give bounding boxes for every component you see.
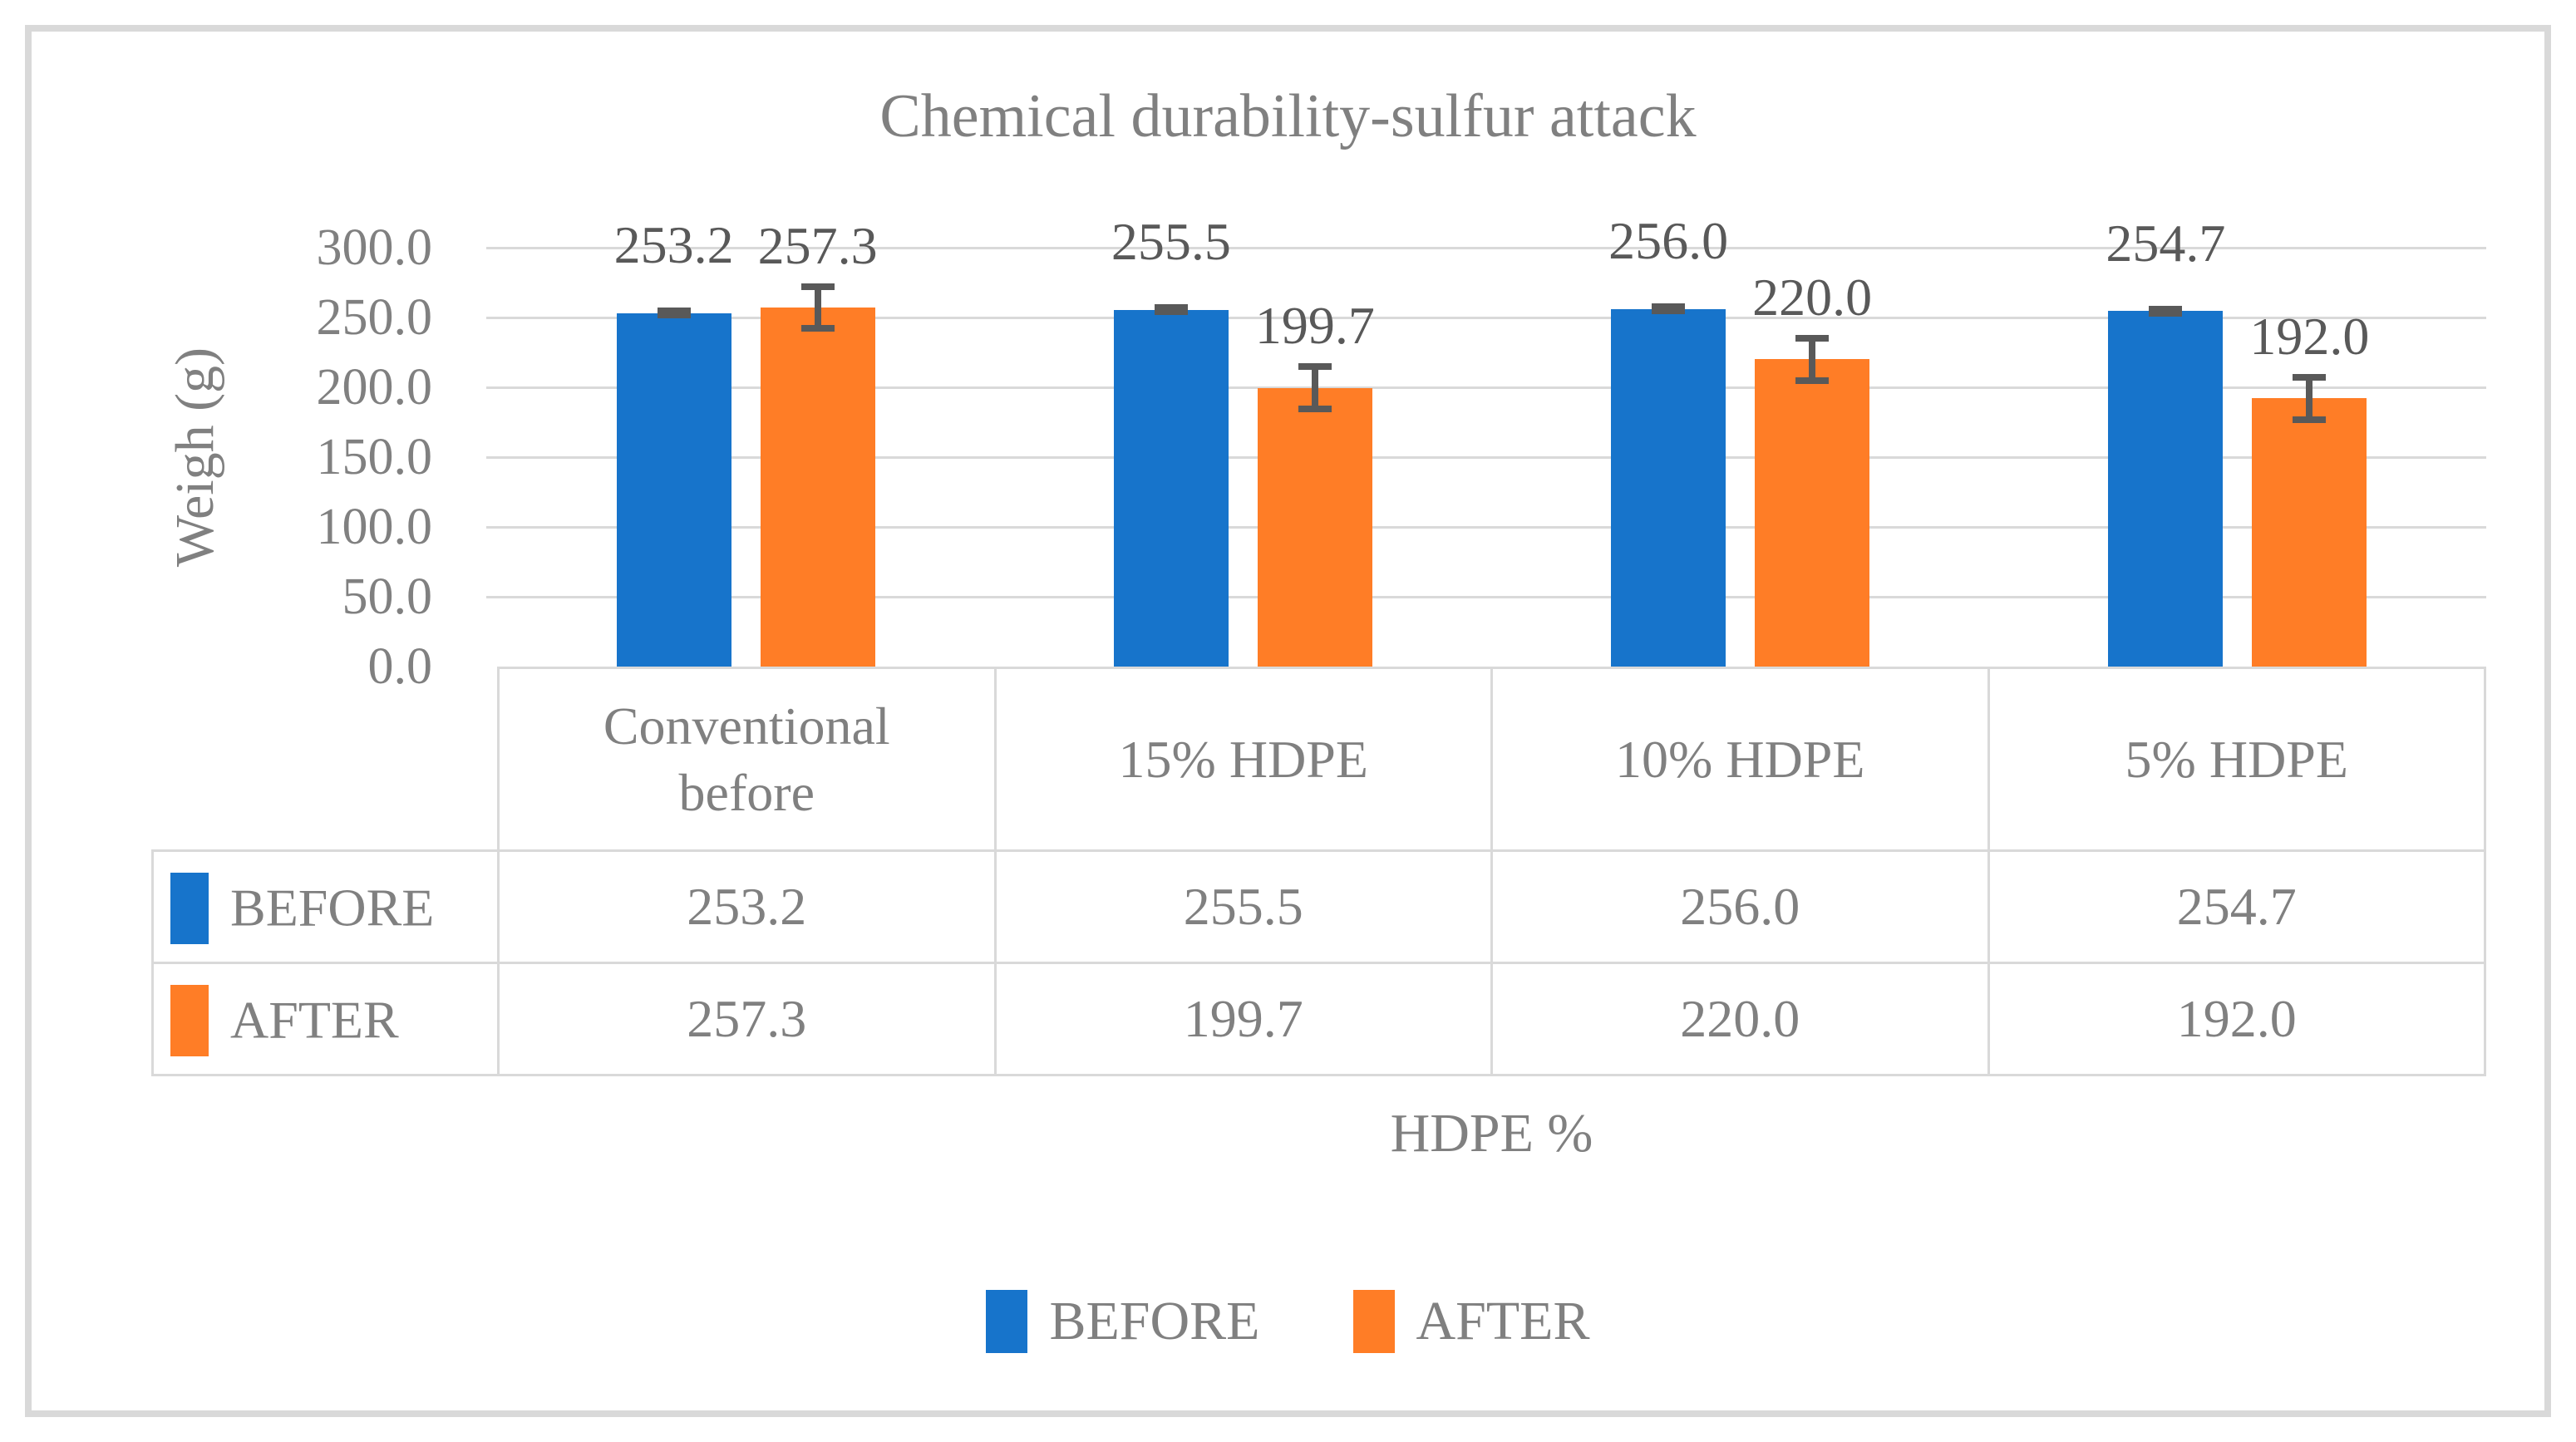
table-value-cell: 254.7 (1987, 849, 2486, 964)
y-tick-label: 50.0 (342, 568, 433, 625)
series-key-after-icon (170, 984, 209, 1056)
bar-after (2252, 398, 2367, 667)
data-label: 256.0 (1608, 211, 1729, 271)
table-value-cell: 199.7 (993, 962, 1493, 1076)
error-bar-cap (657, 308, 691, 315)
data-label: 255.5 (1111, 212, 1231, 272)
error-bar-line (2306, 377, 2313, 420)
table-value-cell: 256.0 (1490, 849, 1990, 964)
gridline (486, 246, 2486, 249)
bar-after (1755, 359, 1870, 667)
error-bar-cap (657, 312, 691, 319)
y-tick-label: 200.0 (316, 359, 433, 416)
legend-item-after: AFTER (1352, 1288, 1590, 1355)
data-label: 257.3 (757, 215, 878, 275)
gridline (486, 455, 2486, 459)
y-tick-label: 300.0 (316, 219, 433, 276)
error-bar-cap (1154, 304, 1188, 312)
error-bar-cap (2149, 309, 2183, 317)
error-bar-cap (1795, 376, 1830, 384)
error-bar-cap (800, 283, 835, 290)
table-category-header: 10% HDPE (1490, 667, 1990, 852)
chart-title: Chemical durability-sulfur attack (879, 82, 1697, 150)
y-tick-label: 100.0 (316, 499, 433, 555)
y-tick-label: 250.0 (316, 289, 433, 346)
data-table: Conventional before 15% HDPE 10% HDPE 5% HD… (151, 667, 2486, 1076)
table-value-cell: 257.3 (497, 962, 997, 1076)
error-bar-cap (1795, 335, 1830, 342)
data-label: 220.0 (1752, 268, 1873, 327)
error-bar-cap (2293, 374, 2327, 381)
error-bar-cap (2149, 305, 2183, 313)
error-bar-cap (1652, 303, 1686, 311)
legend-label: AFTER (1416, 1291, 1590, 1351)
data-label: 254.7 (2106, 213, 2226, 273)
bar-before (1611, 308, 1726, 667)
error-bar-cap (1652, 308, 1686, 315)
legend: BEFORE AFTER (0, 1288, 2576, 1355)
error-bar-cap (1154, 308, 1188, 316)
table-value-cell: 255.5 (993, 849, 1493, 964)
series-key-before-icon (170, 872, 209, 944)
error-bar-cap (1298, 405, 1332, 412)
bar-before (2108, 311, 2224, 667)
figure-border (25, 25, 2551, 1417)
gridline (486, 595, 2486, 598)
table-series-label-before: BEFORE (151, 849, 500, 964)
y-tick-label: 150.0 (316, 429, 433, 485)
legend-label: BEFORE (1049, 1291, 1260, 1351)
error-bar-cap (1298, 363, 1332, 371)
legend-item-before: BEFORE (986, 1288, 1260, 1355)
error-bar-line (1311, 367, 1318, 409)
table-category-header: 15% HDPE (993, 667, 1493, 852)
bar-after (760, 307, 875, 667)
x-axis-title: HDPE % (1390, 1103, 1593, 1164)
series-name: BEFORE (230, 878, 435, 938)
legend-swatch-after-icon (1352, 1290, 1395, 1353)
table-series-label-after: AFTER (151, 962, 500, 1076)
legend-swatch-before-icon (986, 1290, 1028, 1353)
bar-before (1113, 309, 1229, 667)
error-bar-line (1809, 338, 1816, 381)
gridline (486, 316, 2486, 319)
bar-before (616, 313, 731, 667)
data-label: 192.0 (2249, 307, 2370, 367)
bar-after (1257, 387, 1372, 667)
gridline (486, 386, 2486, 389)
table-category-header: Conventional before (497, 667, 997, 852)
data-label: 199.7 (1254, 296, 1375, 356)
table-value-cell: 253.2 (497, 849, 997, 964)
error-bar-cap (2293, 416, 2327, 423)
series-name: AFTER (230, 990, 399, 1050)
error-bar-line (814, 286, 821, 328)
data-label: 253.2 (613, 215, 734, 275)
table-corner-cell (153, 668, 499, 851)
table-category-header: 5% HDPE (1987, 667, 2486, 852)
gridline (486, 525, 2486, 529)
table-value-cell: 192.0 (1987, 962, 2486, 1076)
table-value-cell: 220.0 (1490, 962, 1990, 1076)
error-bar-cap (800, 324, 835, 332)
y-tick-label: 0.0 (367, 638, 433, 695)
